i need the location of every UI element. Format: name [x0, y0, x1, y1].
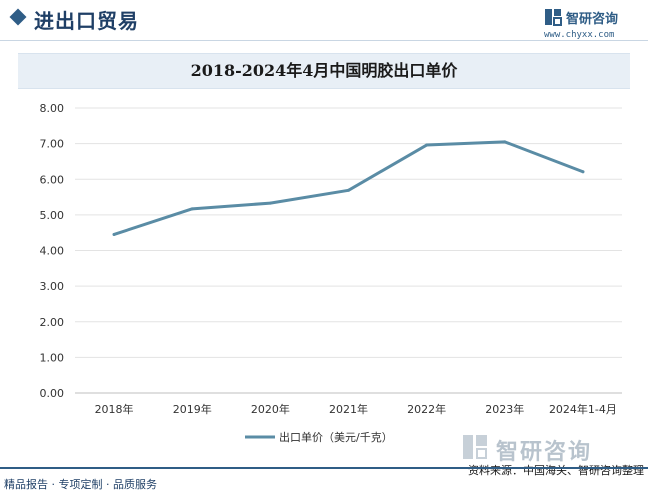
legend-label: 出口单价（美元/千克）: [279, 430, 393, 444]
chart-title-bar: 2018-2024年4月中国明胶出口单价: [18, 53, 630, 89]
series-line: [112, 140, 585, 236]
x-tick-label: 2024年1-4月: [549, 402, 617, 416]
section-title: 进出口贸易: [34, 9, 139, 33]
y-tick-label: 6.00: [40, 173, 65, 186]
x-tick-label: 2018年: [95, 402, 134, 416]
brand-name: 智研咨询: [566, 12, 619, 27]
footer-tagline: 精品报告 · 专项定制 · 品质服务: [4, 478, 157, 491]
y-tick-label: 4.00: [40, 245, 65, 258]
x-tick-label: 2019年: [173, 402, 212, 416]
data-point: [347, 188, 350, 192]
y-tick-label: 3.00: [40, 280, 65, 293]
data-point: [268, 201, 272, 205]
y-tick-label: 5.00: [40, 209, 65, 222]
x-tick-label: 2020年: [251, 402, 290, 416]
x-tick-label: 2022年: [407, 402, 446, 416]
data-point: [503, 140, 507, 144]
data-point: [581, 170, 585, 174]
data-point: [112, 232, 116, 236]
x-tick-label: 2021年: [329, 402, 368, 416]
source-note: 资料来源：中国海关、智研咨询整理: [468, 464, 644, 477]
brand-url: www.chyxx.com: [544, 30, 615, 40]
x-tick-label: 2023年: [485, 402, 524, 416]
y-tick-label: 8.00: [40, 102, 65, 115]
y-tick-label: 0.00: [40, 387, 65, 400]
header: 进出口贸易 智研咨询 www.chyxx.com: [0, 0, 648, 42]
y-tick-label: 1.00: [40, 351, 65, 364]
data-point: [425, 143, 429, 147]
footer-logo-name: 智研咨询: [496, 440, 593, 465]
y-tick-label: 2.00: [40, 316, 65, 329]
brand-logo-icon: [545, 9, 562, 26]
header-divider: [0, 40, 648, 41]
chart-title: 2018-2024年4月中国明胶出口单价: [190, 61, 458, 80]
y-tick-label: 7.00: [40, 138, 65, 151]
footer-logo-icon: [463, 435, 487, 459]
footer-divider: [0, 467, 648, 469]
brand: 智研咨询 www.chyxx.com: [544, 6, 634, 40]
data-point: [190, 207, 194, 211]
footer-logo: 智研咨询: [462, 434, 642, 465]
